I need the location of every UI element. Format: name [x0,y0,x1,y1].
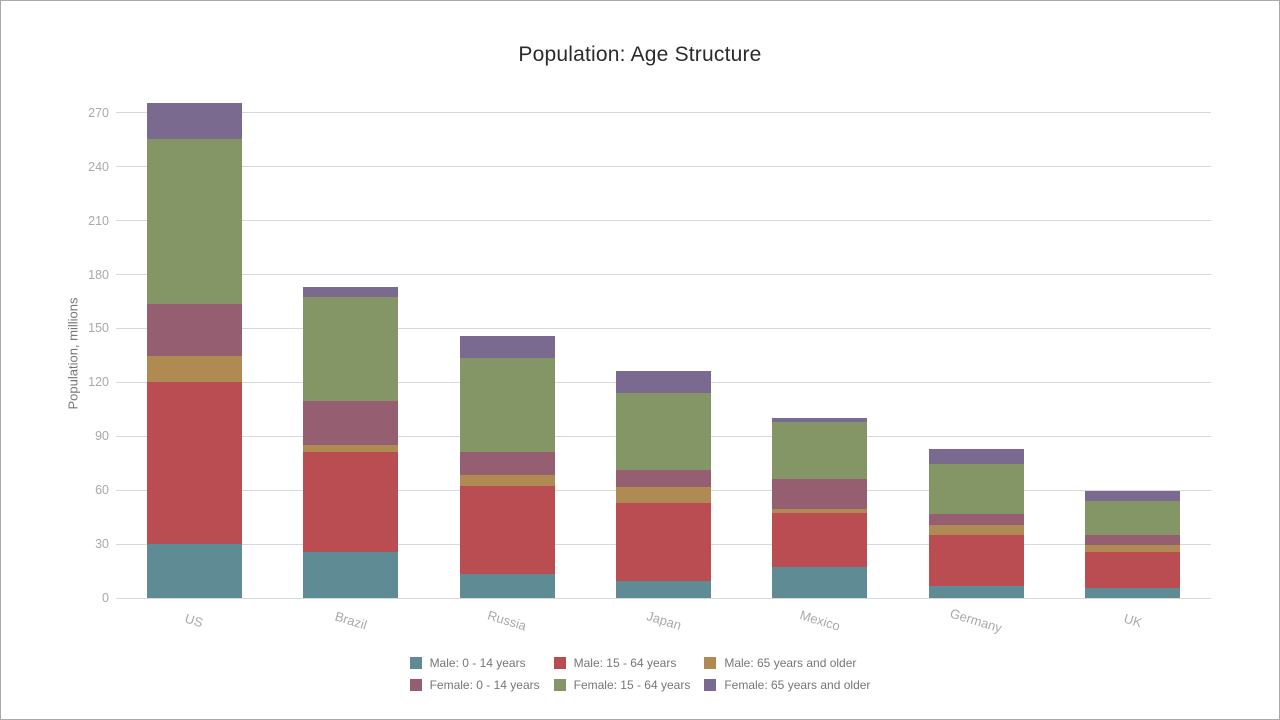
bar-segment-uk-male-0-14-years[interactable] [1085,587,1181,598]
legend-item-label: Male: 65 years and older [724,656,857,670]
legend: Male: 0 - 14 years Male: 15 - 64 years Mal… [1,656,1279,692]
x-category-label-russia: Russia [485,607,529,634]
legend-item-male-0-14-years[interactable]: Male: 0 - 14 years [409,656,540,670]
bar-segment-mexico-female-0-14-years[interactable] [772,479,868,510]
legend-marker-icon [553,657,566,669]
y-tick-label-270: 270 [88,105,109,120]
bar-segment-mexico-male-15-64-years[interactable] [772,512,868,567]
bar-segment-japan-male-65-years-and-older[interactable] [616,486,711,503]
bar-segment-germany-male-15-64-years[interactable] [928,534,1024,586]
bar-segment-us-male-65-years-and-older[interactable] [146,355,242,382]
x-category-label-japan: Japan [644,608,683,633]
bar-segment-brazil-male-0-14-years[interactable] [303,551,399,598]
bar-segment-russia-female-15-64-years[interactable] [459,358,555,452]
x-category-label-germany: Germany [948,605,1005,636]
legend-item-label: Male: 0 - 14 years [429,656,526,670]
legend-item-female-0-14-years[interactable]: Female: 0 - 14 years [409,678,540,692]
y-axis-title: Population, millions [65,297,81,410]
legend-item-label: Female: 65 years and older [724,678,871,692]
y-tick-label-90: 90 [95,429,109,444]
y-tick-label-150: 150 [88,321,109,336]
bar-segment-us-female-0-14-years[interactable] [146,304,242,356]
bar-segment-uk-male-65-years-and-older[interactable] [1085,545,1181,553]
legend-marker-icon [553,679,566,691]
bar-segment-us-male-15-64-years[interactable] [146,381,242,545]
legend-marker-icon [409,679,422,691]
bar-segment-brazil-male-65-years-and-older[interactable] [303,445,399,452]
bar-segment-japan-female-15-64-years[interactable] [616,393,711,471]
y-tick-label-60: 60 [95,483,109,498]
gridline-270 [116,112,1211,114]
bar-segment-brazil-male-15-64-years[interactable] [303,451,399,552]
bar-segment-japan-male-0-14-years[interactable] [616,580,711,598]
bar-segment-germany-female-15-64-years[interactable] [928,464,1024,514]
gridline-180 [116,274,1211,276]
bar-segment-germany-male-0-14-years[interactable] [928,585,1024,598]
y-tick-label-120: 120 [88,375,109,390]
bar-segment-uk-female-0-14-years[interactable] [1085,535,1181,546]
legend-marker-icon [704,679,717,691]
x-category-label-mexico: Mexico [798,607,842,634]
gridline-210 [116,220,1211,222]
gridline-150 [116,327,1211,329]
bar-segment-mexico-female-65-years-and-older[interactable] [772,417,868,422]
bar-segment-russia-male-0-14-years[interactable] [459,573,555,598]
x-category-label-uk: UK [1121,610,1144,631]
legend-item-female-65-years-and-older[interactable]: Female: 65 years and older [704,678,870,692]
bar-segment-japan-male-15-64-years[interactable] [616,502,711,581]
x-category-label-us: US [183,610,206,631]
chart-title: Population: Age Structure [518,43,762,66]
bar-segment-brazil-female-65-years-and-older[interactable] [303,287,399,298]
bar-segment-mexico-male-65-years-and-older[interactable] [772,509,868,513]
bar-segment-brazil-female-0-14-years[interactable] [303,400,399,446]
bar-segment-us-female-15-64-years[interactable] [146,139,242,305]
bar-segment-mexico-female-15-64-years[interactable] [772,421,868,480]
gridline-0 [116,597,1211,599]
legend-item-male-15-64-years[interactable]: Male: 15 - 64 years [553,656,691,670]
legend-item-female-15-64-years[interactable]: Female: 15 - 64 years [553,678,691,692]
bar-segment-uk-female-65-years-and-older[interactable] [1085,491,1181,501]
bar-segment-brazil-female-15-64-years[interactable] [303,297,399,401]
bar-segment-russia-male-15-64-years[interactable] [459,485,555,574]
bar-segment-us-female-65-years-and-older[interactable] [146,102,242,140]
bar-segment-uk-female-15-64-years[interactable] [1085,500,1181,536]
gridline-240 [116,166,1211,168]
bar-segment-russia-female-65-years-and-older[interactable] [459,335,555,359]
bar-segment-uk-male-15-64-years[interactable] [1085,552,1181,588]
legend-item-label: Female: 0 - 14 years [429,678,540,692]
legend-item-label: Male: 15 - 64 years [573,656,677,670]
bar-segment-germany-female-0-14-years[interactable] [928,513,1024,526]
y-tick-label-210: 210 [88,213,109,228]
legend-marker-icon [409,657,422,669]
y-tick-label-240: 240 [88,159,109,174]
bar-segment-japan-female-65-years-and-older[interactable] [616,370,711,394]
x-category-label-brazil: Brazil [332,608,369,633]
bar-segment-russia-female-0-14-years[interactable] [459,451,555,476]
y-tick-label-180: 180 [88,267,109,282]
legend-marker-icon [704,657,717,669]
bar-segment-germany-female-65-years-and-older[interactable] [928,449,1024,465]
y-tick-label-0: 0 [102,591,109,605]
bar-segment-mexico-male-0-14-years[interactable] [772,566,868,598]
bar-segment-russia-male-65-years-and-older[interactable] [459,475,555,486]
bar-segment-germany-male-65-years-and-older[interactable] [928,525,1024,535]
legend-item-male-65-years-and-older[interactable]: Male: 65 years and older [704,656,870,670]
y-tick-label-30: 30 [95,537,109,552]
bar-segment-japan-female-0-14-years[interactable] [616,470,711,487]
bar-segment-us-male-0-14-years[interactable] [146,544,242,598]
legend-item-label: Female: 15 - 64 years [573,678,691,692]
